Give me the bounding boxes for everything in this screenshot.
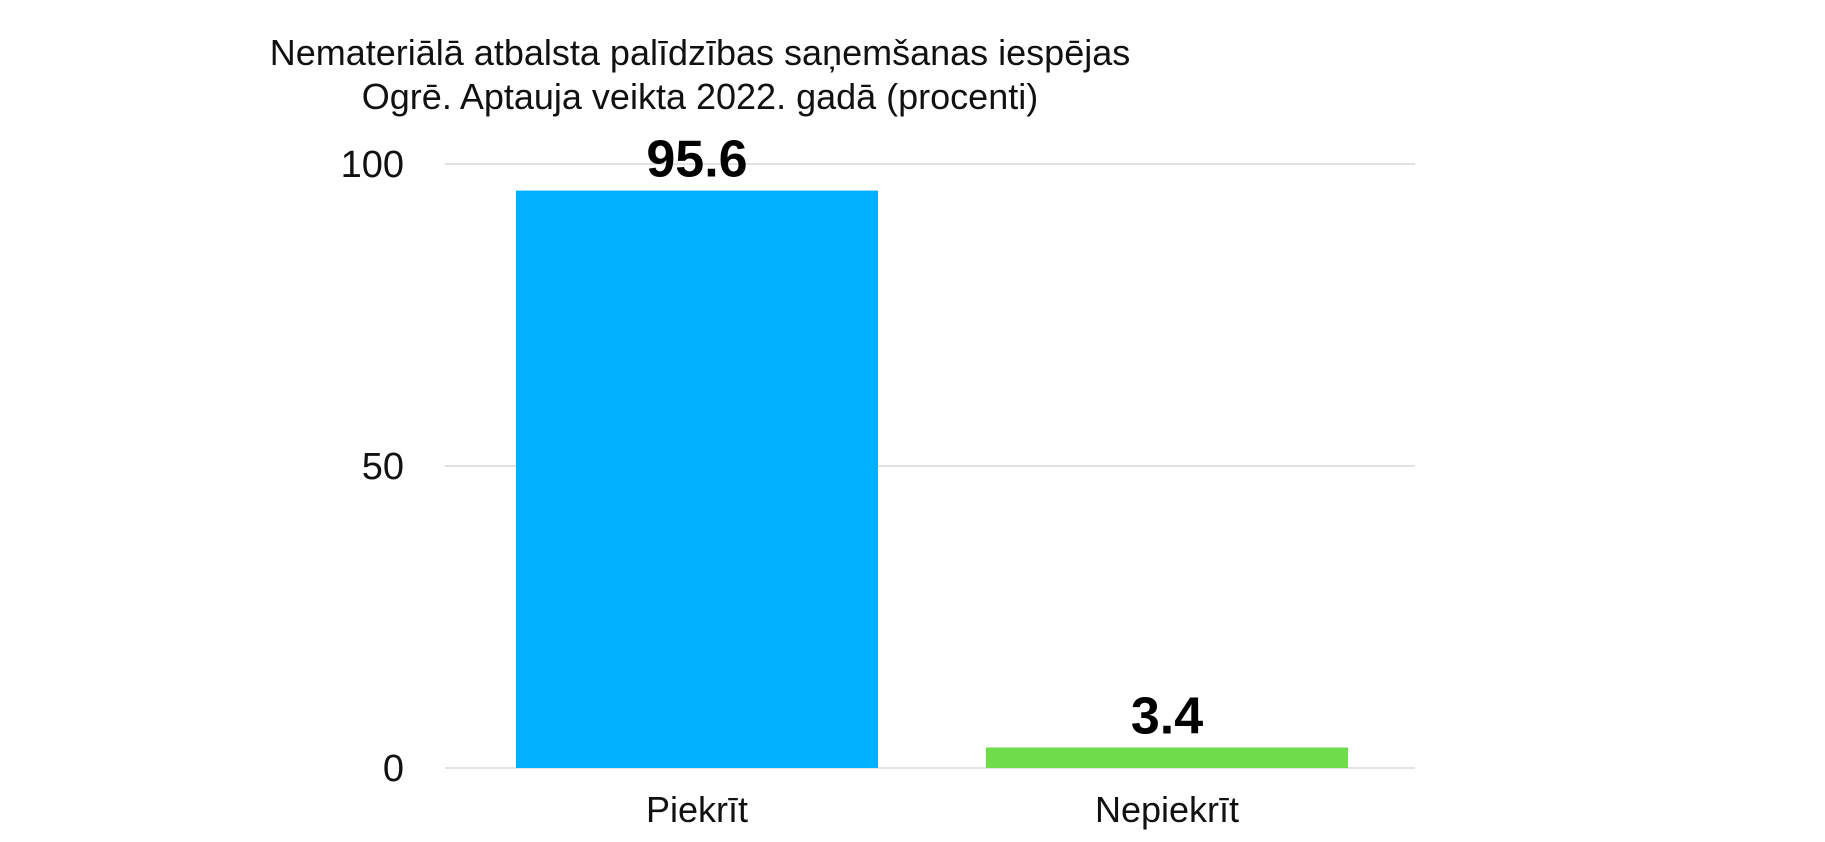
data-label: 95.6	[646, 131, 747, 189]
x-axis-category-labels: Piekrīt Nepiekrīt	[646, 789, 1239, 830]
y-axis-tick-labels: 0 50 100	[341, 144, 404, 790]
bars	[516, 190, 1348, 769]
y-tick-label: 100	[341, 144, 404, 186]
data-label: 3.4	[1131, 687, 1203, 745]
y-tick-label: 0	[383, 748, 404, 790]
data-labels: 95.6 3.4	[646, 131, 1203, 746]
chart-title-line-1: Nemateriālā atbalsta palīdzības saņemšan…	[270, 32, 1130, 73]
x-category-label: Piekrīt	[646, 789, 748, 830]
bar-nepiekrīt	[986, 747, 1348, 768]
x-category-label: Nepiekrīt	[1095, 789, 1239, 830]
chart-title: Nemateriālā atbalsta palīdzības saņemšan…	[270, 32, 1130, 117]
chart-title-line-2: Ogrē. Aptauja veikta 2022. gadā (procent…	[362, 76, 1038, 117]
y-tick-label: 50	[362, 446, 404, 488]
bar-piekrīt	[516, 190, 878, 769]
